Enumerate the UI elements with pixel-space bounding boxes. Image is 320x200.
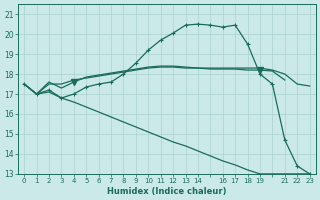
X-axis label: Humidex (Indice chaleur): Humidex (Indice chaleur) <box>107 187 227 196</box>
